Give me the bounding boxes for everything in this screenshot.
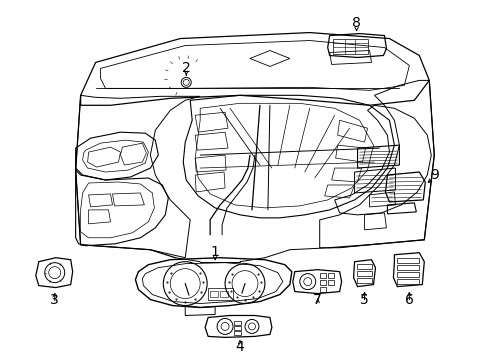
Bar	[234, 327, 241, 330]
Text: 6: 6	[404, 293, 413, 306]
Bar	[356, 271, 371, 276]
Text: 2: 2	[182, 62, 190, 76]
Text: 9: 9	[429, 168, 438, 182]
Text: 8: 8	[351, 15, 360, 30]
Bar	[234, 321, 241, 325]
Bar	[397, 279, 419, 284]
Bar	[220, 291, 227, 297]
Text: 4: 4	[235, 340, 244, 354]
Text: 5: 5	[360, 293, 368, 306]
Bar	[327, 280, 333, 285]
Bar	[319, 273, 325, 278]
Text: 1: 1	[210, 245, 219, 259]
Text: 3: 3	[50, 293, 59, 306]
Bar	[208, 288, 233, 300]
Bar	[210, 291, 218, 297]
Bar	[356, 264, 371, 269]
Bar	[234, 332, 241, 336]
Bar	[397, 265, 419, 270]
Text: 7: 7	[313, 293, 322, 306]
Bar	[319, 287, 325, 292]
Bar	[397, 272, 419, 276]
Bar	[327, 273, 333, 278]
Bar	[319, 280, 325, 285]
Bar	[332, 39, 367, 54]
Bar	[356, 278, 371, 283]
Bar	[397, 258, 419, 263]
